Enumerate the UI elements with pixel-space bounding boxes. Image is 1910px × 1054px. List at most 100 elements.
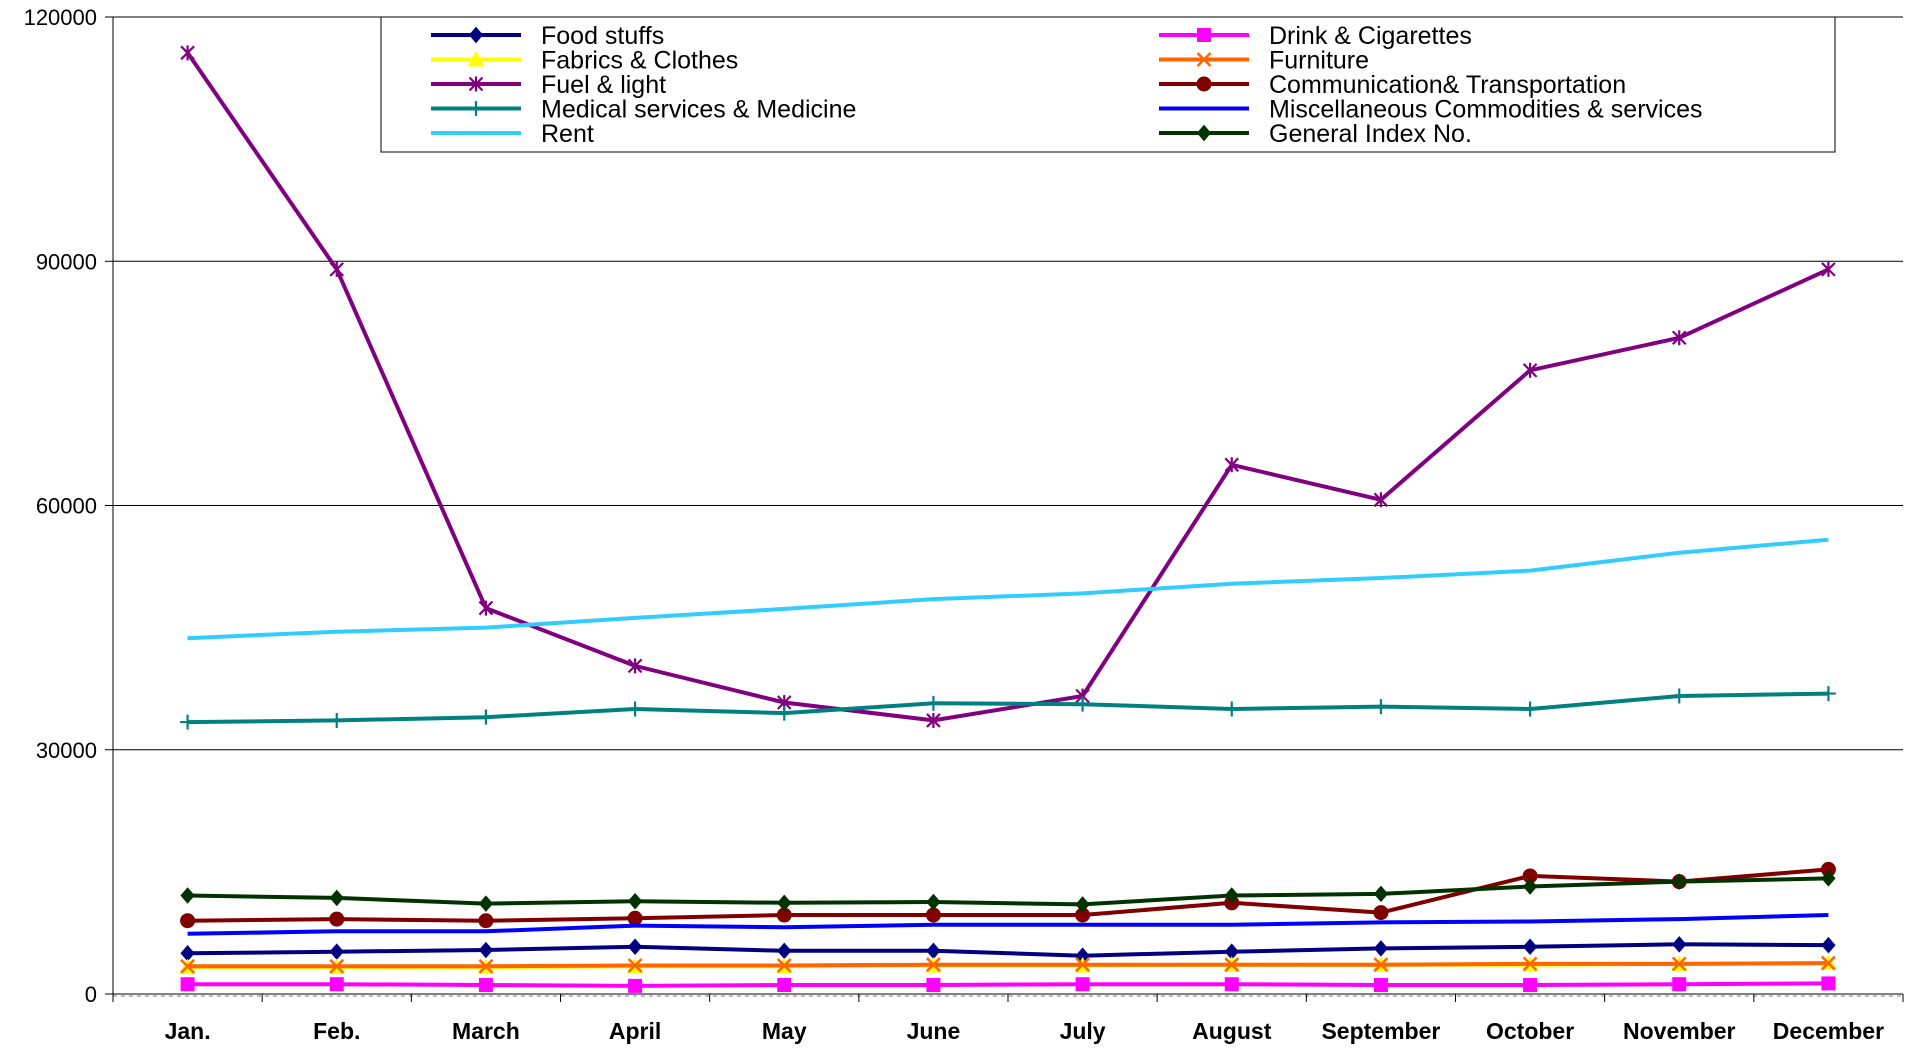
- data-point: [1373, 957, 1389, 973]
- data-point: [180, 913, 196, 929]
- data-point: [1373, 885, 1389, 903]
- data-point: [1522, 362, 1538, 378]
- legend: Food stuffs Drink & Cigarettes Fabrics & C…: [380, 16, 1836, 153]
- series-lines: [179, 45, 1837, 993]
- legend-label: Communication& Transportation: [1269, 71, 1626, 99]
- data-point: [1224, 887, 1239, 904]
- legend-item: Fabrics & Clothes: [431, 47, 738, 75]
- data-point: [180, 958, 195, 974]
- x-tick-label: November: [1623, 1018, 1736, 1044]
- data-point: [1196, 52, 1212, 67]
- data-point: [478, 895, 494, 912]
- legend-item: Fuel & light: [431, 71, 666, 99]
- data-point: [478, 978, 493, 993]
- series-6: [180, 686, 1836, 730]
- data-point: [1821, 936, 1836, 954]
- x-tick-label: September: [1321, 1018, 1440, 1044]
- legend-label: Fuel & light: [541, 71, 666, 99]
- data-point: [1522, 878, 1538, 895]
- data-point: [1075, 977, 1090, 992]
- data-point: [1075, 957, 1090, 973]
- series-line: [187, 981, 1829, 988]
- series-line: [187, 537, 1829, 641]
- data-point: [925, 695, 941, 711]
- data-point: [180, 45, 195, 61]
- data-point: [777, 942, 792, 960]
- y-tick-label: 120000: [24, 5, 97, 30]
- axes: 0 30000 60000 90000 120000 Jan. Feb. March April…: [24, 5, 1904, 1044]
- x-tick-label: March: [452, 1018, 520, 1044]
- legend-label: Furniture: [1269, 47, 1369, 75]
- series-7: [187, 913, 1829, 936]
- data-point: [1522, 956, 1538, 972]
- data-point: [329, 958, 345, 974]
- series-line: [187, 961, 1829, 969]
- y-tick-label: 60000: [36, 494, 97, 519]
- data-point: [1821, 976, 1836, 991]
- data-point: [468, 76, 484, 92]
- legend-item: Communication& Transportation: [1159, 71, 1626, 99]
- data-point: [180, 945, 195, 962]
- data-point: [777, 894, 792, 912]
- legend-label: Miscellaneous Commodities & services: [1269, 96, 1702, 124]
- x-tick-label: August: [1192, 1018, 1272, 1044]
- x-tick-label: June: [907, 1018, 961, 1044]
- data-point: [180, 714, 196, 730]
- data-point: [1224, 457, 1240, 473]
- data-point: [627, 658, 643, 674]
- data-point: [478, 600, 494, 616]
- data-point: [1672, 873, 1687, 890]
- data-point: [1672, 936, 1687, 953]
- series-9: [180, 870, 1836, 913]
- data-point: [1224, 701, 1240, 717]
- legend-item: Food stuffs: [431, 22, 664, 50]
- data-point: [1075, 696, 1091, 712]
- legend-label: Fabrics & Clothes: [541, 47, 738, 75]
- data-point: [1196, 76, 1212, 92]
- data-point: [478, 941, 494, 959]
- legend-item: Medical services & Medicine: [431, 96, 856, 124]
- data-point: [329, 977, 344, 992]
- series-3: [180, 955, 1836, 974]
- data-point: [627, 938, 643, 956]
- y-tick-label: 0: [85, 982, 97, 1007]
- series-line: [187, 913, 1829, 936]
- data-point: [1197, 28, 1211, 42]
- data-point: [1671, 330, 1687, 346]
- x-tick-label: Feb.: [313, 1018, 360, 1044]
- data-point: [180, 977, 195, 992]
- data-point: [1672, 977, 1687, 992]
- data-point: [1224, 977, 1239, 992]
- legend-item: Furniture: [1159, 47, 1369, 75]
- data-point: [468, 101, 484, 116]
- legend-box: [380, 16, 1836, 153]
- legend-label: Drink & Cigarettes: [1269, 22, 1472, 50]
- data-point: [1522, 938, 1538, 956]
- data-point: [329, 261, 345, 277]
- data-point: [926, 893, 941, 911]
- data-point: [627, 701, 643, 717]
- data-point: [478, 709, 494, 725]
- y-tick-label: 90000: [36, 249, 97, 274]
- data-point: [926, 957, 941, 973]
- data-point: [627, 958, 643, 973]
- data-point: [1523, 978, 1538, 993]
- legend-item: General Index No.: [1159, 120, 1472, 148]
- data-point: [1373, 905, 1389, 921]
- data-point: [467, 50, 485, 67]
- data-point: [468, 26, 484, 44]
- data-point: [627, 892, 643, 910]
- data-point: [776, 958, 792, 973]
- legend-label: Food stuffs: [541, 22, 664, 50]
- data-point: [478, 913, 494, 929]
- series-1: [180, 976, 1836, 993]
- x-tick-label: July: [1060, 1018, 1106, 1044]
- data-point: [1671, 956, 1687, 972]
- legend-label: General Index No.: [1269, 120, 1472, 148]
- series-line: [187, 942, 1829, 958]
- data-point: [1373, 492, 1389, 508]
- data-point: [1821, 870, 1836, 887]
- data-point: [1075, 896, 1090, 913]
